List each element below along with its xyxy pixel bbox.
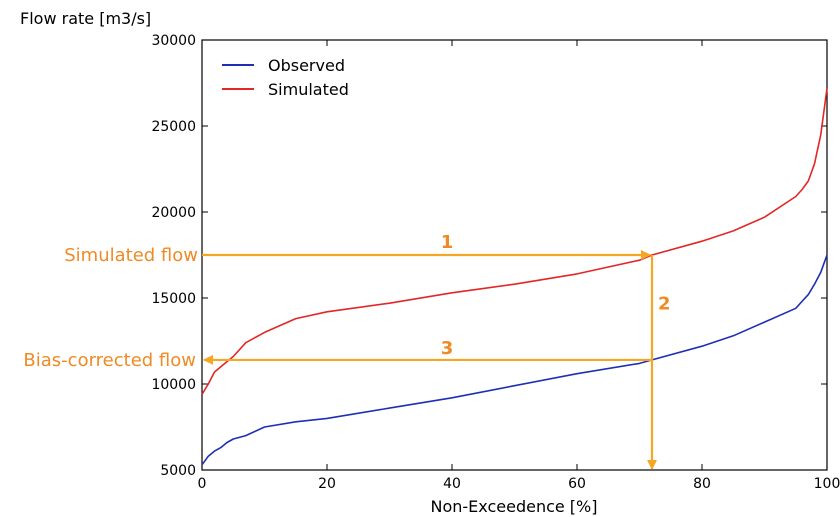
x-tick-label: 60 [568,476,586,492]
x-tick-label: 100 [814,476,840,492]
x-axis-ticks: 0 20 40 60 80 100 [198,40,840,492]
legend: Observed Simulated [222,56,349,99]
x-tick-label: 40 [443,476,461,492]
y-tick-label: 15000 [151,291,196,307]
series-line-simulated [201,88,828,395]
simulated-flow-label: Simulated flow [64,245,198,266]
series-layer [201,88,828,466]
annotation-layer: 1 2 3 Simulated flow Bias-corrected flow [23,232,671,470]
step-1-label: 1 [441,232,454,253]
x-tick-label: 20 [318,476,336,492]
y-axis-title: Flow rate [m3/s] [20,9,151,28]
step-2-label: 2 [658,293,671,314]
y-tick-label: 20000 [151,205,196,221]
step-3-label: 3 [441,338,454,359]
series-line-observed [201,254,828,466]
y-axis-ticks: 5000 10000 15000 20000 25000 30000 [151,33,827,479]
y-tick-label: 10000 [151,377,196,393]
x-tick-label: 80 [693,476,711,492]
x-axis-title: Non-Exceedence [%] [430,497,597,516]
y-tick-label: 30000 [151,33,196,49]
legend-label-simulated: Simulated [268,80,349,99]
legend-label-observed: Observed [268,56,345,75]
y-tick-label: 5000 [160,463,196,479]
x-tick-label: 0 [198,476,207,492]
y-tick-label: 25000 [151,119,196,135]
bias-corrected-flow-label: Bias-corrected flow [23,350,196,371]
